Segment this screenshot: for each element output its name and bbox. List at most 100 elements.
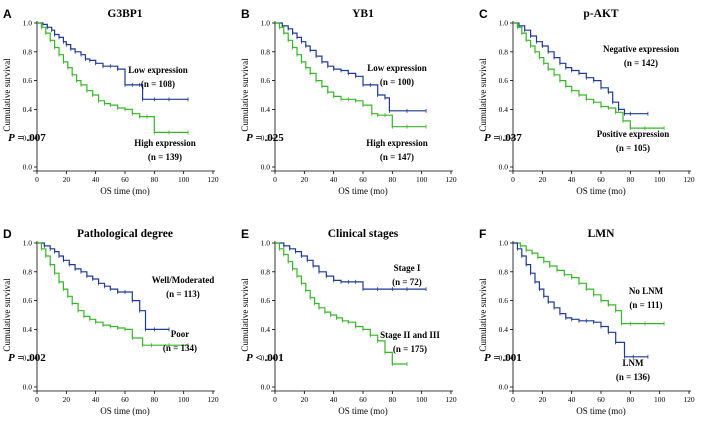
y-tick-label: 0.2 [261, 134, 271, 143]
x-tick-label: 100 [654, 175, 666, 184]
x-tick-label: 0 [511, 175, 515, 184]
series-label: (n = 136) [616, 372, 650, 382]
y-tick-label: 0.8 [499, 267, 509, 276]
chart-title: p-AKT [583, 8, 618, 20]
x-tick-label: 100 [178, 395, 190, 404]
series-label: (n = 175) [393, 344, 427, 354]
y-tick-label: 0.2 [261, 354, 271, 363]
y-tick-label: 0.0 [261, 163, 271, 172]
x-tick-label: 60 [597, 175, 605, 184]
x-tick-label: 0 [35, 175, 39, 184]
panel-letter: C [479, 7, 488, 21]
x-axis-label: OS time (mo) [576, 186, 626, 196]
y-tick-label: 1.0 [499, 19, 509, 28]
series-label: Positive expression [597, 129, 670, 139]
x-tick-label: 20 [301, 395, 309, 404]
x-tick-label: 20 [63, 395, 71, 404]
x-tick-label: 120 [683, 395, 695, 404]
p-value: P = .007 [8, 132, 46, 144]
y-axis-label: Cumulative survival [240, 278, 250, 352]
x-tick-label: 120 [445, 395, 457, 404]
y-tick-label: 0.0 [23, 383, 33, 392]
y-tick-label: 0.6 [261, 76, 271, 85]
series-label: Stage II and III [380, 330, 440, 340]
x-axis-label: OS time (mo) [338, 186, 388, 196]
x-tick-label: 100 [654, 395, 666, 404]
x-axis-label: OS time (mo) [100, 406, 150, 416]
p-value: P < .001 [246, 352, 284, 364]
x-tick-label: 60 [359, 175, 367, 184]
y-tick-label: 0.6 [23, 296, 33, 305]
y-tick-label: 0.8 [499, 47, 509, 56]
series-label: (n = 139) [148, 152, 182, 162]
chart-title: YB1 [352, 8, 374, 20]
series-label: Low expression [367, 63, 427, 73]
panel-letter: A [3, 7, 12, 21]
series-line-0 [275, 22, 427, 112]
series-line-1 [513, 22, 665, 129]
chart-title: Pathological degree [77, 228, 173, 240]
panel-a: A G3BP1 0.0 0.2 0.4 0.6 0.8 1.0 0 20 40 60 80 100 120 O… [2, 7, 219, 196]
series-label: (n = 142) [624, 58, 658, 68]
x-tick-label: 120 [207, 395, 219, 404]
series-label: Stage I [394, 263, 421, 273]
y-tick-label: 0.0 [499, 163, 509, 172]
y-axis-label: Cumulative survival [478, 278, 488, 352]
x-tick-label: 40 [92, 175, 100, 184]
x-axis-label: OS time (mo) [338, 406, 388, 416]
p-value: P = .001 [484, 352, 522, 364]
p-value: P = .002 [8, 352, 46, 364]
x-tick-label: 0 [273, 175, 277, 184]
series-label: (n = 147) [380, 152, 414, 162]
series-line-1 [37, 22, 189, 133]
y-tick-label: 0.4 [23, 105, 33, 114]
y-tick-label: 0.4 [261, 105, 271, 114]
y-tick-label: 0.4 [23, 325, 33, 334]
y-tick-label: 1.0 [23, 239, 33, 248]
x-tick-label: 0 [273, 395, 277, 404]
y-tick-label: 0.8 [23, 267, 33, 276]
series-label: Well/Moderated [152, 275, 215, 285]
x-tick-label: 80 [151, 175, 159, 184]
series-label: Poor [171, 329, 190, 339]
panel-d: D Pathological degree 0.0 0.2 0.4 0.6 0.8 1.0 0 2… [2, 227, 219, 416]
x-tick-label: 40 [330, 175, 338, 184]
series-label: (n = 134) [163, 343, 197, 353]
y-tick-label: 0.0 [23, 163, 33, 172]
x-tick-label: 20 [301, 175, 309, 184]
panel-f: F LMN 0.0 0.2 0.4 0.6 0.8 1.0 0 20 40 60 80 100 120 OS … [478, 227, 695, 416]
series-label: (n = 105) [616, 143, 650, 153]
x-tick-label: 40 [568, 175, 576, 184]
y-tick-label: 0.2 [499, 354, 509, 363]
x-tick-label: 0 [511, 395, 515, 404]
series-label: No LNM [629, 286, 664, 296]
panel-letter: D [3, 227, 12, 241]
y-tick-label: 0.2 [23, 354, 33, 363]
x-tick-label: 80 [627, 395, 635, 404]
x-tick-label: 60 [597, 395, 605, 404]
x-tick-label: 100 [178, 175, 190, 184]
series-label: (n = 72) [392, 277, 422, 287]
x-tick-label: 80 [389, 395, 397, 404]
x-axis-label: OS time (mo) [100, 186, 150, 196]
y-tick-label: 0.4 [499, 105, 509, 114]
y-tick-label: 0.2 [499, 134, 509, 143]
y-tick-label: 0.8 [261, 47, 271, 56]
x-axis-label: OS time (mo) [576, 406, 626, 416]
panel-letter: B [241, 7, 250, 21]
y-tick-label: 0.0 [499, 383, 509, 392]
y-tick-label: 0.6 [23, 76, 33, 85]
series-label: (n = 111) [629, 300, 662, 310]
chart-title: LMN [588, 228, 616, 240]
y-tick-label: 1.0 [499, 239, 509, 248]
x-tick-label: 60 [121, 395, 129, 404]
y-tick-label: 0.6 [261, 296, 271, 305]
series-label: (n = 108) [141, 79, 175, 89]
y-tick-label: 1.0 [261, 19, 271, 28]
y-axis-label: Cumulative survival [478, 58, 488, 132]
y-axis-label: Cumulative survival [2, 58, 12, 132]
p-value: P = .037 [484, 132, 522, 144]
y-tick-label: 1.0 [261, 239, 271, 248]
series-line-0 [37, 242, 169, 330]
series-line-1 [275, 242, 407, 365]
